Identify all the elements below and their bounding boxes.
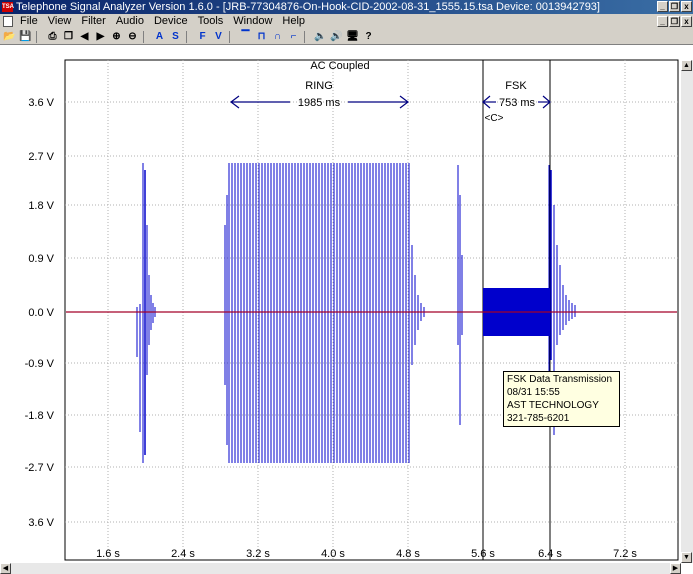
menu-bar: File View Filter Audio Device Tools Wind…	[0, 14, 693, 29]
x-tick-label: 4.0 s	[321, 548, 345, 560]
x-tick-label: 3.2 s	[246, 548, 270, 560]
menu-filter[interactable]: Filter	[81, 15, 106, 27]
y-tick-label: 3.6 V	[28, 97, 54, 109]
copy-icon[interactable]: ❐	[64, 30, 73, 42]
save-icon[interactable]: 💾	[19, 30, 32, 42]
open-icon[interactable]: 📂	[3, 30, 16, 42]
x-tick-label: 1.6 s	[96, 548, 120, 560]
minimize-button[interactable]: _	[657, 1, 668, 12]
step-up-icon[interactable]: ⌐	[290, 30, 297, 42]
menu-file[interactable]: File	[20, 15, 38, 27]
y-tick-label: -1.8 V	[25, 410, 55, 422]
s-button[interactable]: S	[172, 30, 179, 42]
x-tick-label: 4.8 s	[396, 548, 420, 560]
tooltip-title: FSK Data Transmission	[507, 374, 613, 385]
menu-tools[interactable]: Tools	[197, 15, 224, 27]
app-icon: TSA	[2, 2, 14, 12]
scroll-up-button[interactable]: ▲	[681, 60, 692, 71]
scroll-right-button[interactable]: ▶	[670, 563, 681, 574]
ring-label: RING	[305, 80, 333, 92]
child-restore-button[interactable]: ❐	[669, 16, 680, 27]
x-tick-label: 7.2 s	[613, 548, 637, 560]
ring-annotation: RING 1985 ms	[230, 80, 409, 109]
window-title: Telephone Signal Analyzer Version 1.6.0 …	[16, 1, 600, 13]
close-button[interactable]: x	[681, 1, 692, 12]
f-button[interactable]: F	[199, 30, 206, 42]
tooltip-caller-number: 321-785-6201	[507, 413, 570, 424]
zoom-out-icon[interactable]: ⊖	[128, 30, 137, 42]
y-tick-label: 3.6 V	[28, 517, 54, 529]
menu-window[interactable]: Window	[233, 15, 273, 27]
toolbar-separator	[229, 30, 235, 43]
fsk-start-marker: <C>	[485, 113, 504, 124]
fsk-label: FSK	[505, 80, 527, 92]
speaker-play-icon[interactable]: 🔊	[330, 30, 343, 42]
toolbar-separator	[36, 30, 42, 43]
fsk-arrow-left-head	[482, 95, 491, 109]
signal-plot[interactable]: AC Coupled 3.6 V 2.7 V 1.8 V 0.9 V 0.0	[0, 45, 693, 574]
child-window-controls: _ ❐ x	[657, 16, 692, 27]
title-bar: TSA Telephone Signal Analyzer Version 1.…	[0, 0, 693, 14]
window-controls: _ ❐ x	[657, 1, 692, 12]
tooltip-caller-name: AST TECHNOLOGY	[507, 400, 599, 411]
child-minimize-button[interactable]: _	[657, 16, 668, 27]
y-axis-labels: 3.6 V 2.7 V 1.8 V 0.9 V 0.0 V -0.9 V -1.…	[25, 97, 55, 529]
toolbar-separator	[304, 30, 310, 43]
toolbar-separator	[143, 30, 149, 43]
menu-audio[interactable]: Audio	[115, 15, 144, 27]
y-tick-label: 1.8 V	[28, 200, 54, 212]
device-icon[interactable]: 🖥	[346, 30, 359, 42]
child-close-button[interactable]: x	[681, 16, 692, 27]
speaker-icon[interactable]: 🔈	[314, 30, 327, 42]
plot-frame	[64, 59, 679, 561]
document-icon[interactable]	[3, 16, 13, 27]
fsk-annotation: FSK 753 ms <C>	[482, 80, 551, 124]
zoom-in-icon[interactable]: ⊕	[112, 30, 121, 42]
menu-device[interactable]: Device	[153, 15, 188, 27]
menu-help[interactable]: Help	[282, 15, 306, 27]
ring-duration: 1985 ms	[298, 97, 341, 109]
step-down-icon[interactable]: ∩	[273, 30, 282, 42]
x-tick-label: 2.4 s	[171, 548, 195, 560]
y-tick-label: 0.0 V	[28, 307, 54, 319]
y-tick-label: -0.9 V	[25, 358, 55, 370]
fsk-tooltip: FSK Data Transmission 08/31 15:55 AST TE…	[503, 371, 620, 427]
pulse-icon[interactable]: ⊓	[257, 30, 266, 42]
line-icon[interactable]: ▔	[241, 30, 250, 42]
plot-area: AC Coupled 3.6 V 2.7 V 1.8 V 0.9 V 0.0	[0, 45, 693, 574]
scroll-left-button[interactable]: ◀	[0, 563, 11, 574]
ring-arrow-right-head	[399, 95, 409, 109]
plot-header: AC Coupled	[310, 60, 369, 72]
y-tick-label: 0.9 V	[28, 253, 54, 265]
prev-icon[interactable]: ◀	[80, 30, 89, 42]
fsk-arrow-right-head	[542, 95, 551, 109]
print-icon[interactable]: ⎙	[48, 30, 57, 42]
y-tick-label: 2.7 V	[28, 151, 54, 163]
next-icon[interactable]: ▶	[96, 30, 105, 42]
maximize-button[interactable]: ❐	[669, 1, 680, 12]
help-icon[interactable]: ?	[365, 30, 372, 42]
horizontal-scrollbar[interactable]: ◀ ▶	[0, 563, 681, 574]
scroll-down-button[interactable]: ▼	[681, 552, 692, 563]
v-button[interactable]: V	[215, 30, 222, 42]
toolbar: 📂 💾 ⎙ ❐ ◀ ▶ ⊕ ⊖ A S F V ▔ ⊓ ∩ ⌐ 🔈 🔊 🖥 ?	[0, 29, 693, 45]
vertical-scrollbar[interactable]: ▲ ▼	[681, 60, 693, 563]
a-button[interactable]: A	[155, 30, 164, 42]
menu-view[interactable]: View	[47, 15, 72, 27]
ring-arrow-left-head	[230, 95, 240, 109]
tooltip-datetime: 08/31 15:55	[507, 387, 560, 398]
toolbar-separator	[186, 30, 192, 43]
fsk-duration: 753 ms	[499, 97, 536, 109]
y-tick-label: -2.7 V	[25, 462, 55, 474]
